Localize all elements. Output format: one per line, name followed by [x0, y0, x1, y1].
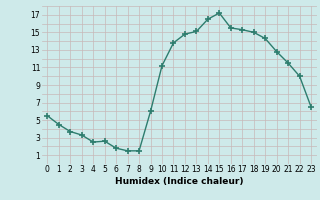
X-axis label: Humidex (Indice chaleur): Humidex (Indice chaleur) [115, 177, 244, 186]
